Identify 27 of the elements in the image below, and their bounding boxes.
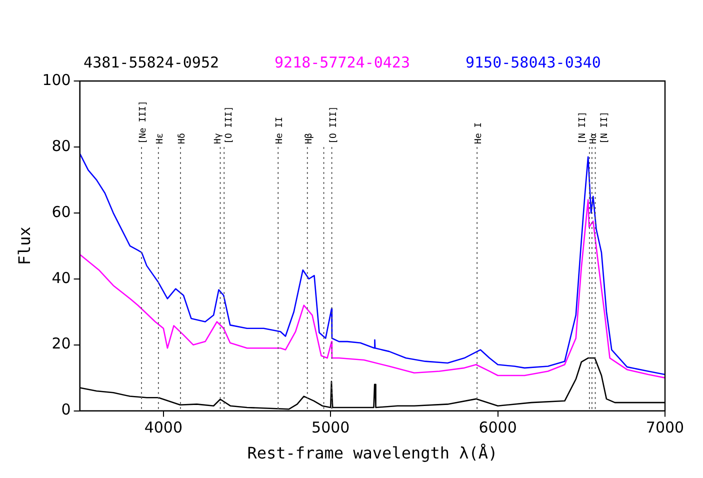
x-tick-label: 4000	[144, 418, 183, 437]
y-tick-label: 20	[52, 334, 71, 353]
ref-line-label: [N II]	[578, 111, 588, 144]
y-tick-label: 40	[52, 268, 71, 287]
ref-line-label: Hβ	[303, 133, 314, 144]
y-axis-title: Flux	[14, 226, 34, 266]
ref-line-label: He II	[275, 116, 286, 144]
y-tick-label: 0	[61, 400, 71, 419]
y-tick-label: 60	[52, 202, 71, 221]
x-tick-label: 7000	[646, 418, 684, 437]
ref-line-label: [O III]	[224, 106, 235, 144]
text: 9150-58043-0340	[465, 53, 601, 72]
y-tick-label: 100	[42, 70, 71, 89]
ref-line-label: Hγ	[214, 133, 224, 144]
x-axis-title: Rest-frame wavelength λ(Å)	[247, 444, 498, 463]
ref-line-label: He I	[474, 122, 484, 144]
x-tick-label: 5000	[312, 418, 350, 437]
y-tick-label: 80	[52, 136, 71, 155]
ref-line-label: Hα	[589, 132, 600, 144]
ref-line-label: [N II]	[600, 111, 610, 144]
text: 9218-57724-0423	[274, 53, 410, 72]
ref-line-label: [Ne III]	[138, 100, 149, 144]
ref-line-label: [O III]	[328, 106, 339, 144]
text: 4381-55824-0952	[84, 53, 220, 72]
ref-line-label: Hε	[155, 133, 166, 144]
x-tick-label: 6000	[478, 418, 517, 437]
ref-line-label: Hδ	[177, 133, 188, 144]
